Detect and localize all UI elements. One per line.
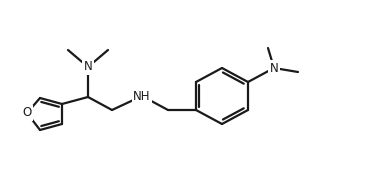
Text: N: N	[270, 61, 278, 74]
Text: N: N	[84, 61, 92, 73]
Text: O: O	[23, 106, 32, 120]
Text: NH: NH	[133, 89, 151, 102]
